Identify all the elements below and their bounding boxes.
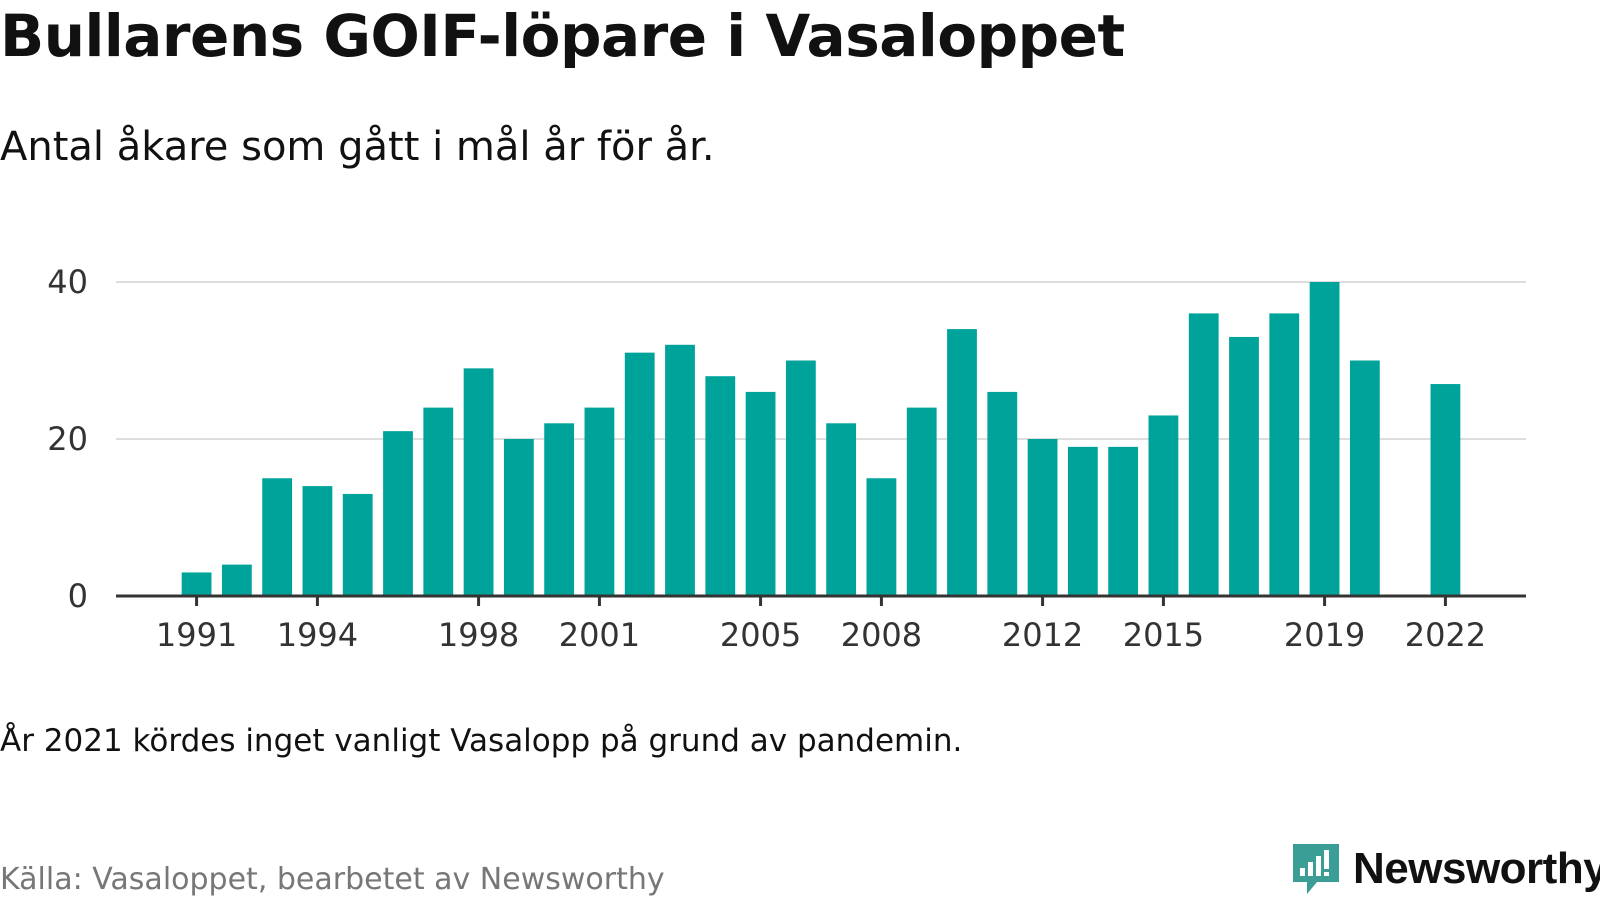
- bar-1993: [262, 478, 293, 596]
- bar-2013: [1067, 446, 1098, 596]
- bar-1997: [423, 407, 454, 596]
- bar-2016: [1188, 313, 1219, 596]
- y-tick-labels: 0 20 40: [47, 263, 88, 615]
- x-tick-label-2001: 2001: [559, 616, 640, 654]
- bar-1999: [503, 439, 534, 596]
- bar-1991: [181, 572, 212, 596]
- bar-1998: [463, 368, 494, 596]
- x-tick-label-2022: 2022: [1405, 616, 1486, 654]
- x-tick-label-1994: 1994: [277, 616, 358, 654]
- x-tick-labels: 1991 1994 1998 2001 2005 2008 2012 2015 2019 2022: [156, 616, 1486, 654]
- chart-subtitle: Antal åkare som gått i mål år för år.: [0, 124, 715, 170]
- bar-2003: [665, 344, 695, 596]
- bar-2022: [1430, 384, 1461, 596]
- bar-2010: [947, 329, 977, 596]
- bar-1996: [383, 431, 413, 596]
- chart-note: År 2021 kördes inget vanligt Vasalopp på…: [0, 723, 963, 759]
- brand-logo: Newsworthy: [1291, 842, 1600, 896]
- bar-2009: [906, 407, 937, 596]
- x-tick-label-2005: 2005: [720, 616, 801, 654]
- y-tick-label-40: 40: [47, 263, 88, 301]
- bar-2000: [544, 423, 575, 596]
- chart-title: Bullarens GOIF-löpare i Vasaloppet: [0, 2, 1125, 70]
- bar-2018: [1269, 313, 1300, 596]
- bar-2014: [1108, 446, 1139, 596]
- bar-2006: [785, 360, 816, 596]
- bar-2012: [1027, 439, 1058, 596]
- bar-2020: [1349, 360, 1380, 596]
- bar-2015: [1148, 415, 1179, 596]
- bar-1995: [342, 493, 373, 596]
- bar-2007: [826, 423, 857, 596]
- brand-name: Newsworthy: [1353, 844, 1600, 893]
- bar-2008: [866, 478, 897, 596]
- x-tick-label-2008: 2008: [841, 616, 922, 654]
- bar-2001: [584, 407, 615, 596]
- x-tick-label-2012: 2012: [1002, 616, 1083, 654]
- x-tick-label-1991: 1991: [156, 616, 237, 654]
- x-tick-label-1998: 1998: [438, 616, 519, 654]
- bar-chart: 0 20 40 1991 1994 1998 2001 2005 2008 2012 2015 20…: [47, 263, 1526, 654]
- x-axis: [116, 594, 1526, 606]
- bar-2004: [705, 376, 736, 596]
- y-tick-label-20: 20: [47, 420, 88, 458]
- bar-2005: [745, 391, 776, 596]
- bar-1994: [302, 486, 333, 596]
- x-tick-label-2019: 2019: [1284, 616, 1365, 654]
- x-tick-label-2015: 2015: [1123, 616, 1204, 654]
- bars: [181, 282, 1461, 596]
- source-credit: Källa: Vasaloppet, bearbetet av Newswort…: [0, 862, 665, 897]
- bar-2002: [624, 352, 655, 596]
- y-tick-label-0: 0: [68, 577, 88, 615]
- bar-2017: [1229, 336, 1259, 596]
- newsworthy-logo-icon: [1293, 844, 1339, 894]
- bar-1992: [221, 564, 252, 596]
- bar-2011: [987, 391, 1018, 596]
- bar-2019: [1309, 282, 1340, 596]
